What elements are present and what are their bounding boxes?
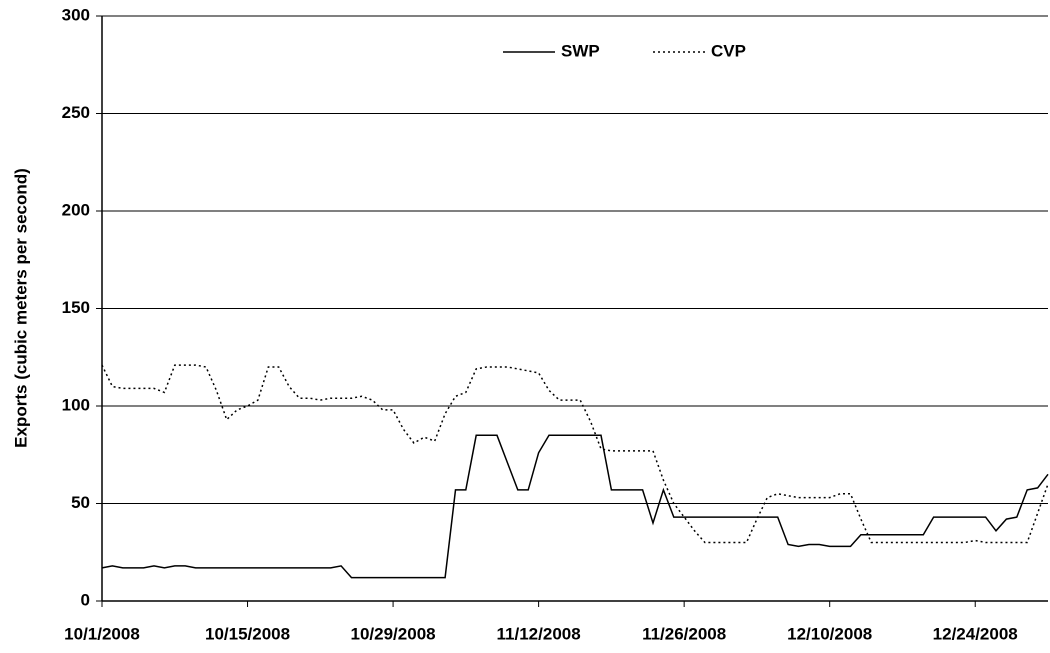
legend-label: SWP: [561, 41, 600, 60]
x-tick-label: 11/12/2008: [497, 624, 581, 643]
y-tick-label: 150: [62, 298, 90, 317]
x-tick-label: 10/29/2008: [351, 624, 436, 643]
series-line: [101, 434, 1049, 579]
y-tick-label: 300: [62, 5, 90, 24]
x-tick-label: 12/24/2008: [933, 624, 1018, 643]
x-tick-label: 10/15/2008: [205, 624, 290, 643]
x-tick-label: 10/1/2008: [64, 624, 140, 643]
y-tick-label: 100: [62, 395, 90, 414]
y-tick-label: 200: [62, 200, 90, 219]
y-axis-label: Exports (cubic meters per second): [11, 168, 30, 448]
x-tick-label: 12/10/2008: [787, 624, 872, 643]
y-tick-label: 50: [71, 493, 90, 512]
y-tick-label: 250: [62, 103, 90, 122]
series-line: [101, 364, 1049, 544]
x-tick-label: 11/26/2008: [642, 624, 726, 643]
y-tick-label: 0: [81, 590, 90, 609]
legend-label: CVP: [711, 41, 746, 60]
